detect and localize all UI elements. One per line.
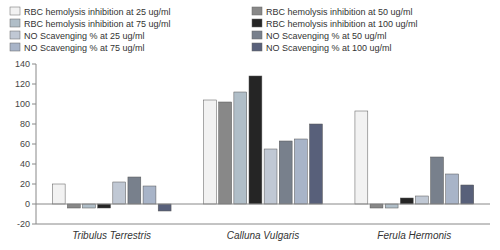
bar (52, 184, 65, 204)
y-tick-label: 40 (20, 159, 30, 169)
bar (310, 124, 323, 204)
legend-label: NO Scavenging % at 25 ug/ml (24, 31, 145, 41)
chart: RBC hemolysis inhibition at 25 ug/ml RBC … (0, 0, 500, 250)
bar (264, 149, 277, 204)
bar (461, 185, 474, 204)
legend-swatch (10, 31, 20, 39)
bar (279, 141, 292, 204)
x-tick-label: Tribulus Terrestris (72, 230, 151, 241)
bar (249, 76, 262, 204)
bar (143, 186, 156, 204)
legend-swatch (10, 19, 20, 27)
bar (158, 204, 171, 211)
y-tick (32, 104, 36, 105)
legend-swatch (252, 31, 262, 39)
y-tick (32, 224, 36, 225)
y-tick (32, 144, 36, 145)
y-tick-label: 20 (20, 179, 30, 189)
x-tick-label: Ferula Hermonis (377, 230, 451, 241)
y-tick-label: 120 (15, 79, 30, 89)
bar (415, 196, 428, 204)
legend-label: NO Scavenging % at 50 ug/ml (266, 31, 387, 41)
y-tick-label: 0 (25, 199, 30, 209)
bar (431, 157, 444, 204)
bar (400, 198, 413, 204)
legend-label: RBC hemolysis inhibition at 75 ug/ml (24, 19, 171, 29)
y-tick (32, 64, 36, 65)
y-tick-label: 100 (15, 99, 30, 109)
legend-label: NO Scavenging % at 100 ug/ml (266, 43, 392, 53)
legend-label: RBC hemolysis inhibition at 25 ug/ml (24, 7, 171, 17)
legend-label: NO Scavenging % at 75 ug/ml (24, 43, 145, 53)
bar (67, 204, 80, 208)
y-tick (32, 204, 36, 205)
bar (234, 92, 247, 204)
y-tick (32, 164, 36, 165)
zero-line (36, 204, 490, 205)
y-tick (32, 124, 36, 125)
bar (385, 204, 398, 208)
y-tick (32, 184, 36, 185)
legend-label: RBC hemolysis inhibition at 100 ug/ml (266, 19, 418, 29)
y-tick-label: -20 (17, 219, 30, 229)
y-tick (32, 84, 36, 85)
bar (446, 174, 459, 204)
y-tick-label: 140 (15, 59, 30, 69)
bar (128, 177, 141, 204)
y-tick-label: 80 (20, 119, 30, 129)
bar (204, 100, 217, 204)
legend-swatch (10, 7, 20, 15)
bar (113, 182, 126, 204)
y-axis: -20 0 20 40 60 80 100 120 140 (15, 59, 36, 229)
bar (83, 204, 96, 208)
legend-label: RBC hemolysis inhibition at 50 ug/ml (266, 7, 413, 17)
y-axis-line (36, 64, 37, 224)
bar (370, 204, 383, 208)
bar (294, 139, 307, 204)
x-axis-line (36, 224, 490, 225)
x-tick-label: Calluna Vulgaris (227, 230, 300, 241)
legend-swatch (252, 43, 262, 51)
bar (98, 204, 111, 208)
bar (355, 111, 368, 204)
legend: RBC hemolysis inhibition at 25 ug/ml RBC … (10, 7, 418, 53)
bar (219, 102, 232, 204)
y-tick-label: 60 (20, 139, 30, 149)
bars (52, 76, 473, 211)
legend-swatch (252, 7, 262, 15)
legend-swatch (10, 43, 20, 51)
legend-swatch (252, 19, 262, 27)
